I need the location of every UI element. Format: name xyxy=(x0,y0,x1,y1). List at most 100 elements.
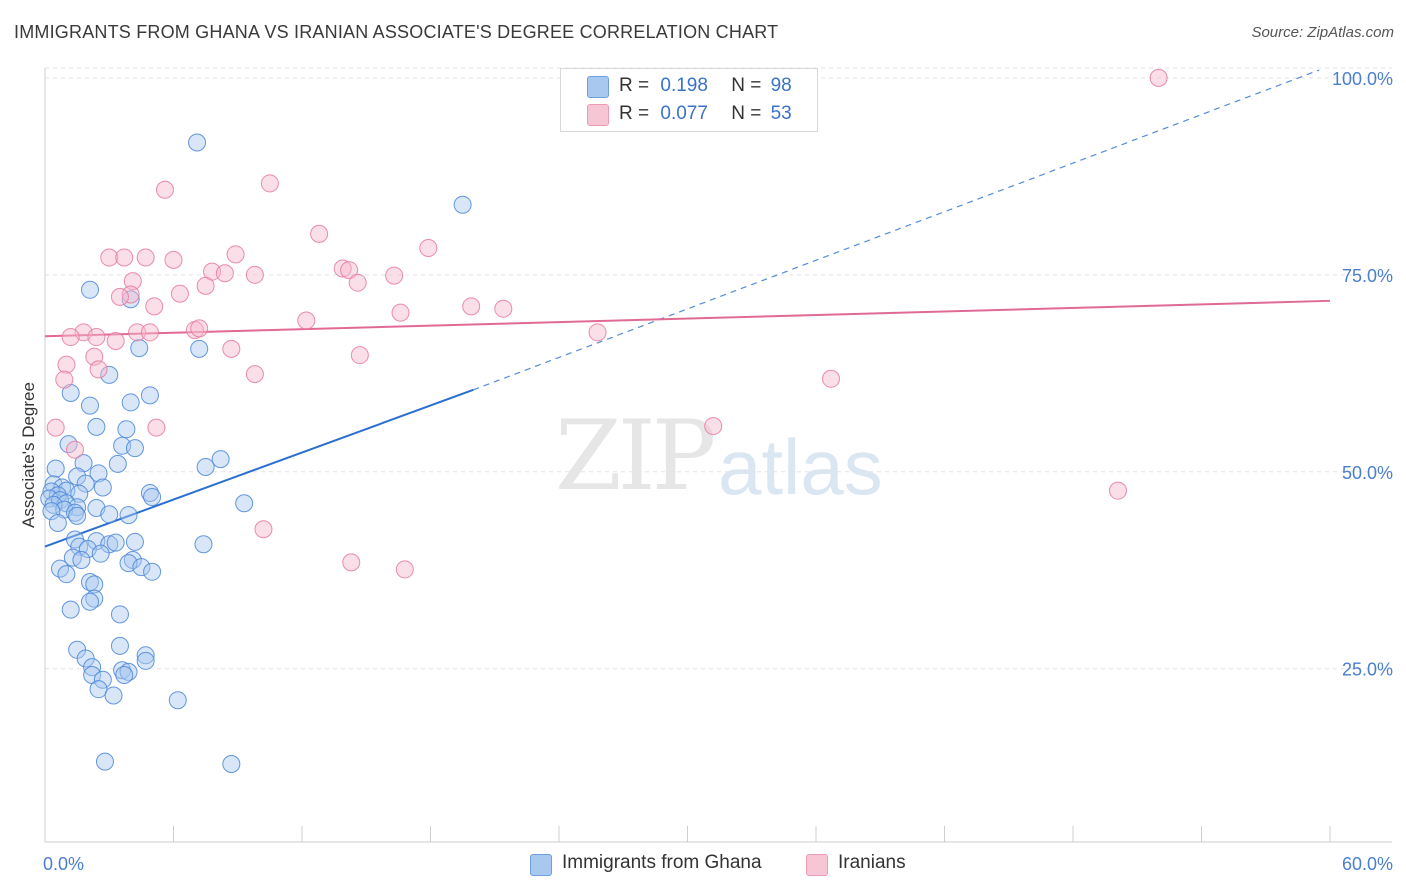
y-tick-label: 50.0% xyxy=(1342,463,1393,483)
data-point-ghana xyxy=(117,420,136,439)
legend-r-label: R = xyxy=(619,75,650,96)
data-point-ghana xyxy=(136,651,155,670)
bottom-legend-label-iranians: Iranians xyxy=(838,852,906,873)
data-point-iranians xyxy=(100,248,119,267)
data-point-ghana xyxy=(72,550,91,569)
data-point-ghana xyxy=(57,565,76,584)
data-point-ghana xyxy=(91,544,110,563)
data-point-iranians xyxy=(333,259,352,278)
data-point-ghana xyxy=(100,365,119,384)
y-tick-label: 25.0% xyxy=(1342,660,1393,680)
data-point-ghana xyxy=(110,636,129,655)
data-point-ghana xyxy=(80,280,99,299)
data-point-ghana xyxy=(110,605,129,624)
legend-n-value-iranians: 53 xyxy=(770,103,792,124)
data-point-iranians xyxy=(395,560,414,579)
series-iranians-points xyxy=(46,68,1168,579)
bottom-legend-swatch-iranians xyxy=(806,854,828,876)
series-ghana-points xyxy=(40,133,472,774)
data-point-iranians xyxy=(123,272,142,291)
data-point-ghana xyxy=(188,133,207,152)
data-point-iranians xyxy=(136,248,155,267)
data-point-iranians xyxy=(128,323,147,342)
data-point-iranians xyxy=(226,245,245,264)
data-point-ghana xyxy=(68,506,87,525)
legend-swatch-ghana xyxy=(587,76,609,98)
data-point-ghana xyxy=(80,396,99,415)
tick-labels: 25.0% 50.0% 75.0% 100.0% 0.0% 60.0% xyxy=(43,69,1393,874)
data-point-iranians xyxy=(385,266,404,285)
correlation-legend: R = 0.198 N = 98 R = 0.077 N = 53 xyxy=(560,68,818,132)
data-point-iranians xyxy=(245,365,264,384)
data-point-ghana xyxy=(93,670,112,689)
x-tick-label: 0.0% xyxy=(43,854,84,874)
data-point-iranians xyxy=(46,418,65,437)
data-point-iranians xyxy=(215,264,234,283)
data-point-iranians xyxy=(87,328,106,347)
data-point-iranians xyxy=(155,180,174,199)
data-point-iranians xyxy=(121,285,140,304)
data-point-iranians xyxy=(588,323,607,342)
data-point-iranians xyxy=(1108,481,1127,500)
data-point-iranians xyxy=(110,287,129,306)
x-tick-label: 60.0% xyxy=(1342,854,1393,874)
data-point-ghana xyxy=(65,503,84,522)
data-point-ghana xyxy=(140,386,159,405)
data-point-ghana xyxy=(113,661,132,680)
watermark-atlas: atlas xyxy=(718,423,883,511)
data-point-iranians xyxy=(57,355,76,374)
grid-lines xyxy=(45,67,1392,670)
data-point-iranians xyxy=(260,174,279,193)
y-tick-label: 75.0% xyxy=(1342,266,1393,286)
data-point-iranians xyxy=(170,284,189,303)
chart-title: IMMIGRANTS FROM GHANA VS IRANIAN ASSOCIA… xyxy=(14,22,779,42)
data-point-iranians xyxy=(310,224,329,243)
data-point-iranians xyxy=(115,248,134,267)
data-point-iranians xyxy=(55,370,74,389)
data-point-iranians xyxy=(340,261,359,280)
data-point-ghana xyxy=(95,752,114,771)
data-point-ghana xyxy=(125,439,144,458)
data-point-iranians xyxy=(164,250,183,269)
data-point-ghana xyxy=(194,535,213,554)
data-point-iranians xyxy=(106,331,125,350)
data-point-ghana xyxy=(80,592,99,611)
data-point-iranians xyxy=(61,328,80,347)
data-point-ghana xyxy=(211,450,230,469)
data-point-iranians xyxy=(350,346,369,365)
data-point-ghana xyxy=(115,665,134,684)
legend-swatch-iranians xyxy=(587,104,609,126)
legend-row-iranians: R = 0.077 N = 53 xyxy=(619,103,792,127)
data-point-iranians xyxy=(196,276,215,295)
data-point-iranians xyxy=(342,553,361,572)
legend-r-label: R = xyxy=(619,103,650,124)
y-tick-label: 100.0% xyxy=(1332,69,1393,89)
data-point-iranians xyxy=(245,265,264,284)
data-point-ghana xyxy=(130,339,149,358)
data-point-ghana xyxy=(93,478,112,497)
data-point-iranians xyxy=(147,418,166,437)
data-point-iranians xyxy=(145,297,164,316)
data-point-iranians xyxy=(1149,68,1168,87)
data-point-ghana xyxy=(235,494,254,513)
data-point-ghana xyxy=(42,502,61,521)
data-point-ghana xyxy=(46,459,65,478)
data-point-ghana xyxy=(121,393,140,412)
data-point-ghana xyxy=(121,290,140,309)
data-point-ghana xyxy=(100,505,119,524)
data-point-ghana xyxy=(119,506,138,525)
data-point-iranians xyxy=(89,360,108,379)
data-point-iranians xyxy=(494,299,513,318)
bottom-legend-ghana: Immigrants from Ghana xyxy=(530,852,762,876)
data-point-iranians xyxy=(462,297,481,316)
data-point-iranians xyxy=(297,311,316,330)
trend-lines xyxy=(44,69,1331,548)
data-point-iranians xyxy=(65,440,84,459)
legend-r-value-iranians: 0.077 xyxy=(660,103,708,124)
data-point-iranians xyxy=(348,273,367,292)
watermark-zip: ZIP xyxy=(555,400,716,512)
legend-n-label: N = xyxy=(731,75,762,96)
data-point-ghana xyxy=(143,562,162,581)
data-point-ghana xyxy=(168,691,187,710)
